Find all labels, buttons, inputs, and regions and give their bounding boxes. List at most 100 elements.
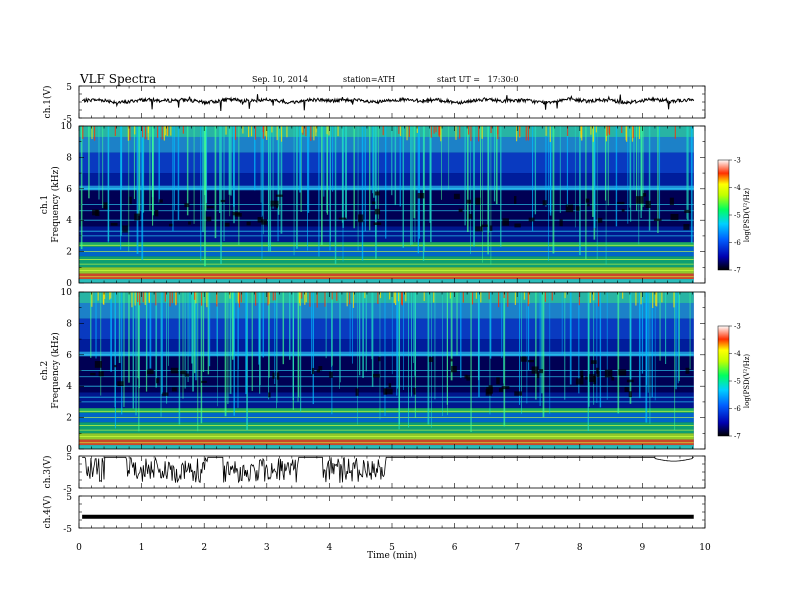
sp2-speckle	[349, 292, 351, 305]
sp1-speckle	[519, 126, 521, 137]
time-tick-label: 5	[389, 543, 395, 553]
sp1-speckle	[302, 126, 304, 135]
sp2-speckle	[401, 292, 403, 306]
sp2-dark-patch	[486, 386, 493, 394]
sp1-speckle	[93, 126, 96, 141]
sp1-dark-patch	[683, 224, 690, 230]
sp1-dark-patch	[129, 196, 132, 205]
sp2-speckle	[395, 292, 397, 306]
ch2-colorbar-tick-label: -4	[734, 350, 741, 358]
sp1-speckle	[545, 126, 547, 136]
sp1-speckle	[382, 126, 384, 136]
sp1-dark-patch	[154, 209, 159, 217]
sp2-dark-patch	[171, 387, 177, 392]
sp1-speckle	[406, 126, 408, 141]
sp2-dark-patch	[114, 364, 117, 368]
ch4-ylabel: ch.4(V)	[42, 496, 53, 529]
sp2-speckle	[103, 292, 106, 299]
sp1-speckle	[497, 126, 499, 135]
time-tick-label: 0	[76, 543, 82, 553]
sp2-dark-patch	[388, 383, 392, 388]
sp1-speckle	[467, 126, 470, 135]
sp1-dark-patch	[224, 222, 230, 227]
sp2-dark-patch	[180, 370, 187, 375]
sp1-speckle	[147, 126, 149, 141]
sp1-speckle	[416, 126, 418, 133]
sp2-speckle	[134, 292, 136, 306]
sp1-speckle	[625, 126, 627, 141]
sp2-speckle	[324, 292, 326, 307]
sp2-dark-patch	[536, 372, 540, 379]
sp2-ytick-label: 4	[66, 382, 72, 392]
sp1-dark-patch	[158, 199, 163, 203]
sp2-ytick-label: 2	[66, 414, 72, 424]
sp1-speckle	[163, 126, 165, 141]
sp2-dark-patch	[276, 372, 280, 380]
sp2-speckle	[433, 292, 435, 303]
sp2-dark-patch	[170, 367, 179, 374]
sp2-speckle	[346, 292, 348, 307]
sp2-speckle	[656, 292, 658, 307]
sp1-speckle	[481, 126, 483, 139]
sp2-dark-patch	[201, 380, 207, 383]
sp2-speckle	[331, 292, 333, 300]
sp1-dark-patch	[684, 209, 691, 213]
sp1-dark-patch	[275, 205, 278, 209]
sp1-speckle	[455, 126, 457, 140]
sp1-ytick-label: 4	[66, 216, 72, 226]
sp2-speckle	[593, 292, 595, 301]
sp1-dark-patch	[642, 193, 647, 197]
sp1-dark-patch	[481, 224, 488, 227]
sp1-dark-patch	[616, 201, 625, 205]
sp1-dark-patch	[645, 200, 651, 208]
sp2-dark-patch	[162, 392, 169, 396]
sp2-dark-patch	[589, 374, 596, 382]
sp2-speckle	[274, 292, 276, 301]
figure-title: VLF Spectra	[79, 72, 156, 86]
ch1-voltage-panel: 5 -5 ch.1(V)	[42, 83, 706, 125]
time-axis-label: Time (min)	[367, 550, 417, 561]
ch2-colorbar-label: log(PSD(V²/Hz)	[743, 354, 751, 409]
sp1-speckle	[164, 126, 167, 136]
ch1-colorbar-tick-label: -6	[734, 239, 741, 247]
time-tick-label: 4	[327, 543, 333, 553]
sp1-speckle	[440, 126, 442, 142]
sp1-speckle	[264, 126, 266, 136]
ch1-voltage-line	[81, 94, 695, 112]
sp1-dark-patch	[585, 198, 590, 203]
sp1-speckle	[592, 126, 594, 142]
sp2-dark-patch	[628, 391, 632, 398]
sp1-dark-patch	[373, 222, 382, 226]
sp1-dark-patch	[134, 213, 141, 221]
sp2-speckle	[299, 292, 301, 306]
sp1-speckle	[262, 126, 264, 139]
sp2-dark-patch	[355, 388, 359, 396]
sp2-frequency-band	[79, 445, 694, 449]
sp1-speckle	[621, 126, 623, 134]
sp1-speckle	[525, 126, 527, 141]
ch1-colorbar-tick-label: -5	[734, 212, 741, 220]
sp1-speckle	[144, 126, 147, 140]
sp2-speckle	[352, 292, 355, 308]
sp1-speckle	[398, 126, 400, 134]
time-tick-label: 8	[577, 543, 583, 553]
ch3-ytick-label: 5	[66, 453, 72, 463]
sp2-speckle	[301, 292, 303, 299]
ch3-voltage-line	[82, 456, 694, 484]
ch1-spectrogram-panel: 0 2 4 6 8 10 ch.1 Frequency (kHz)	[40, 122, 706, 289]
sp2-dark-patch	[611, 376, 615, 381]
sp1-dark-patch	[514, 223, 521, 228]
ch1-ytick-label: 5	[66, 83, 72, 93]
sp1-dark-patch	[475, 226, 483, 232]
sp2-speckle	[137, 292, 139, 303]
sp2-frequency-band	[79, 392, 694, 409]
sp1-speckle	[301, 126, 303, 133]
sp1-frequency-band	[79, 279, 694, 283]
sp1-dark-patch	[275, 194, 283, 197]
sp2-speckle	[171, 292, 173, 304]
ch2-colorbar	[717, 325, 730, 437]
sp1-channel-label: ch.1	[40, 195, 50, 214]
sp2-speckle	[640, 292, 642, 305]
ch1-colorbar-tick-label: -7	[734, 267, 741, 275]
